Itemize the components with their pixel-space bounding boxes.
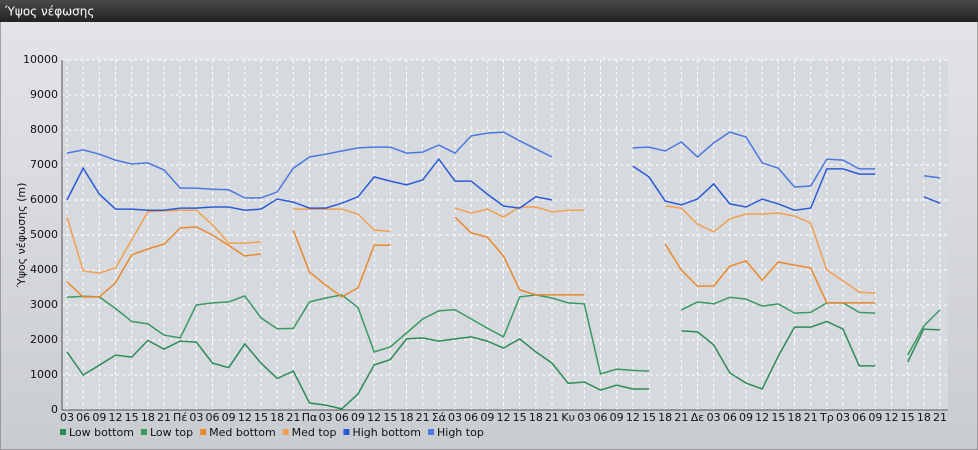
y-tick-label: 0: [51, 403, 58, 416]
x-tick-label: 12: [367, 411, 381, 424]
x-tick-label: 12: [238, 411, 252, 424]
x-tick-label: 09: [222, 411, 236, 424]
x-tick-label: Κυ: [561, 411, 575, 424]
series-line: [66, 131, 941, 199]
legend-label: High bottom: [352, 426, 421, 439]
x-tick-label: 09: [739, 411, 753, 424]
x-tick-label: 15: [513, 411, 527, 424]
x-tick-label: 15: [642, 411, 656, 424]
x-tick-label: Τρ: [819, 411, 834, 424]
x-tick-label: Πα: [302, 411, 318, 424]
x-tick-label: 18: [141, 411, 155, 424]
y-tick-label: 6000: [30, 193, 58, 206]
x-tick-label: 18: [658, 411, 672, 424]
x-tick-label: 18: [270, 411, 284, 424]
x-tick-label: 21: [157, 411, 171, 424]
x-tick-label: 03: [189, 411, 203, 424]
y-tick-label: 5000: [30, 228, 58, 241]
x-tick-label: 09: [610, 411, 624, 424]
x-tick-label: 21: [674, 411, 688, 424]
x-tick-label: 06: [206, 411, 220, 424]
x-tick-label: 06: [594, 411, 608, 424]
x-tick-label: 12: [626, 411, 640, 424]
x-tick-label: 12: [755, 411, 769, 424]
x-tick-label: 15: [125, 411, 139, 424]
y-tick-label: 1000: [30, 368, 58, 381]
legend-label: Med bottom: [209, 426, 276, 439]
x-tick-label: 18: [788, 411, 802, 424]
x-tick-label: 15: [771, 411, 785, 424]
series-line: [66, 320, 941, 410]
y-tick-label: 7000: [30, 158, 58, 171]
legend-swatch: [428, 429, 434, 435]
x-tick-label: 15: [901, 411, 915, 424]
header-bar: [0, 0, 978, 22]
x-tick-label: 03: [60, 411, 74, 424]
x-tick-label: 21: [286, 411, 300, 424]
y-tick-label: 2000: [30, 333, 58, 346]
legend-label: Low bottom: [69, 426, 134, 439]
y-tick-label: 10000: [23, 53, 58, 66]
y-tick-label: 4000: [30, 263, 58, 276]
x-tick-label: 09: [868, 411, 882, 424]
x-tick-label: 06: [76, 411, 90, 424]
x-tick-label: 03: [577, 411, 591, 424]
legend-swatch: [140, 429, 147, 435]
legend-swatch: [60, 429, 66, 435]
x-tick-label: Πέ: [173, 411, 187, 424]
x-tick-label: 21: [804, 411, 818, 424]
header-title: Ύψος νέφωσης: [4, 5, 94, 19]
y-tick-label: 9000: [30, 88, 58, 101]
legend-swatch: [282, 429, 289, 435]
x-tick-label: 03: [836, 411, 850, 424]
legend-swatch: [200, 429, 207, 435]
x-tick-label: 09: [92, 411, 106, 424]
x-tick-label: 09: [351, 411, 365, 424]
x-tick-label: 06: [723, 411, 737, 424]
y-tick-label: 8000: [30, 123, 58, 136]
y-tick-label: 3000: [30, 298, 58, 311]
x-tick-label: 18: [400, 411, 414, 424]
x-tick-label: 21: [545, 411, 559, 424]
x-tick-label: 06: [852, 411, 866, 424]
x-tick-label: 21: [416, 411, 430, 424]
x-tick-label: 03: [448, 411, 462, 424]
x-tick-label: 09: [480, 411, 494, 424]
legend-label: Med top: [292, 426, 337, 439]
x-tick-label: 18: [917, 411, 931, 424]
series-line: [66, 157, 941, 211]
legend-label: High top: [437, 426, 484, 439]
x-tick-label: 12: [497, 411, 511, 424]
x-tick-label: 15: [383, 411, 397, 424]
x-tick-label: Σά: [432, 411, 446, 424]
x-tick-label: 03: [707, 411, 721, 424]
x-tick-label: 21: [933, 411, 947, 424]
x-tick-label: 12: [109, 411, 123, 424]
x-tick-label: 18: [529, 411, 543, 424]
x-tick-label: 12: [885, 411, 899, 424]
x-tick-label: 06: [335, 411, 349, 424]
x-tick-label: 06: [464, 411, 478, 424]
x-tick-label: Δε: [691, 411, 705, 424]
legend-swatch: [343, 429, 350, 435]
x-tick-label: 03: [319, 411, 333, 424]
y-axis-title: Ύψος νέφωσης (m): [15, 183, 28, 289]
legend-label: Low top: [150, 426, 193, 439]
series-line: [66, 216, 876, 304]
x-tick-label: 15: [254, 411, 268, 424]
